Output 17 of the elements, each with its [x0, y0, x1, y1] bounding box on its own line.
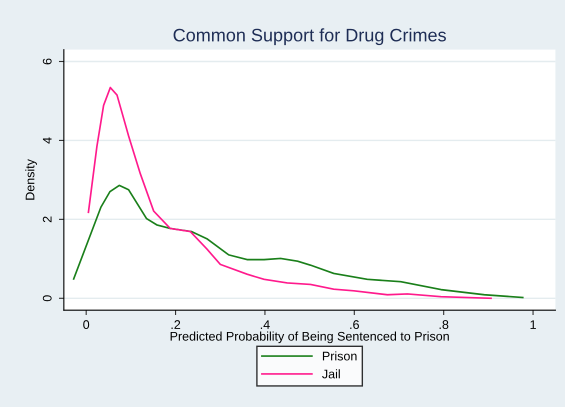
- line-series: [88, 86, 492, 300]
- y-tick-label: 6: [42, 58, 52, 64]
- y-tick-label: 4: [42, 137, 52, 144]
- x-tick-label: .2: [171, 320, 180, 329]
- legend-label: Jail: [322, 369, 340, 378]
- x-axis-title: Predicted Probability of Being Sentenced to Prison: [170, 332, 449, 344]
- x-tick-label: .6: [350, 320, 359, 330]
- y-tick-label: 2: [42, 216, 52, 222]
- x-tick-label: .8: [440, 320, 448, 330]
- y-axis-title: Density: [25, 159, 37, 200]
- x-tick-label: .4: [260, 320, 270, 329]
- line-series: [72, 184, 524, 298]
- x-tick-label: 1: [530, 320, 536, 329]
- chart-title: Common Support for Drug Crimes: [174, 28, 446, 46]
- legend-label: Prison: [322, 351, 357, 361]
- y-tick-label: 0: [42, 295, 52, 302]
- x-tick-label: 0: [83, 320, 90, 330]
